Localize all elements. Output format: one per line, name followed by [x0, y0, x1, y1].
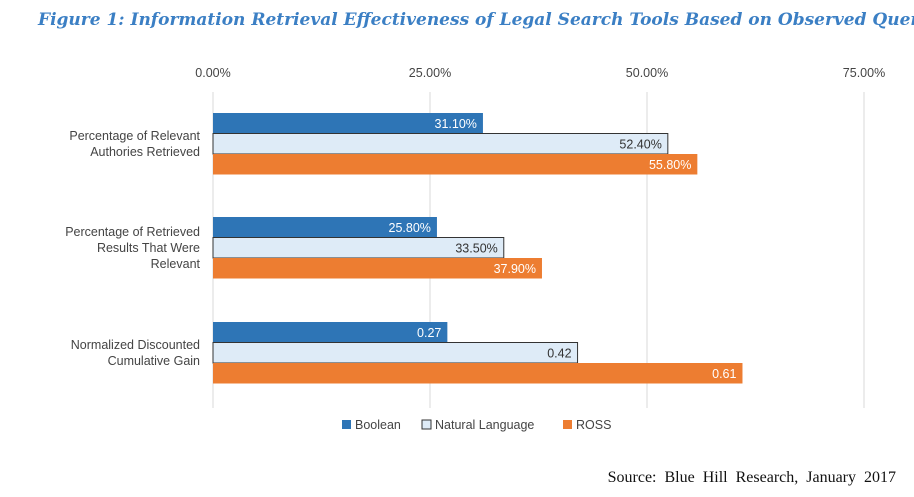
x-tick-label: 0.00%: [195, 66, 230, 80]
legend-swatch: [421, 419, 432, 430]
x-tick-label: 75.00%: [843, 66, 885, 80]
bar-value-label: 33.50%: [455, 241, 497, 255]
bar-value-label: 31.10%: [435, 117, 477, 131]
chart-title: Figure 1: Information Retrieval Effectiv…: [38, 10, 914, 30]
legend-swatch: [342, 420, 351, 429]
bar-value-label: 0.27: [417, 326, 441, 340]
category-label: Percentage of Retrieved: [65, 225, 200, 239]
bar-value-label: 0.61: [712, 367, 736, 381]
bar-value-label: 55.80%: [649, 158, 691, 172]
legend-label: Boolean: [355, 418, 401, 432]
bar-natural-language: [212, 342, 579, 364]
bar-ross: [213, 154, 698, 175]
category-label: Results That Were: [97, 241, 200, 255]
category-label: Authories Retrieved: [90, 145, 200, 159]
category-label: Percentage of Relevant: [69, 129, 200, 143]
bar-value-label: 25.80%: [389, 221, 431, 235]
category-label: Cumulative Gain: [108, 354, 200, 368]
bar-boolean: [213, 217, 437, 238]
bar-boolean: [213, 113, 483, 134]
legend-label: ROSS: [576, 418, 611, 432]
x-tick-label: 25.00%: [409, 66, 451, 80]
bar-natural-language: [212, 133, 669, 155]
bar-value-label: 0.42: [547, 346, 571, 360]
bar-ross: [213, 363, 743, 384]
x-tick-label: 50.00%: [626, 66, 668, 80]
category-label: Relevant: [151, 257, 201, 271]
bar-ross: [213, 258, 542, 279]
legend-label: Natural Language: [435, 418, 534, 432]
bar-boolean: [213, 322, 448, 343]
category-label: Normalized Discounted: [71, 338, 200, 352]
bar-value-label: 52.40%: [619, 137, 661, 151]
source-note: Source: Blue Hill Research, January 2017: [607, 469, 896, 486]
legend-swatch: [563, 420, 572, 429]
bar-value-label: 37.90%: [494, 262, 536, 276]
